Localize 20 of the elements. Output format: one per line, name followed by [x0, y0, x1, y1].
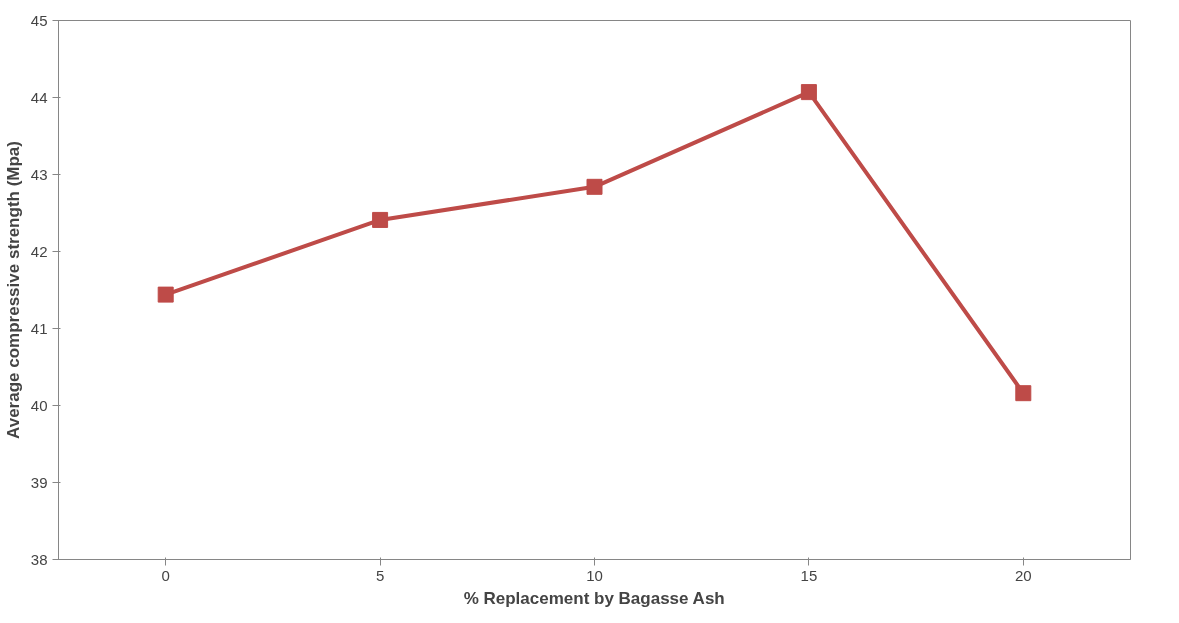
x-axis-title: % Replacement by Bagasse Ash [463, 588, 725, 608]
y-tick-label: 45 [30, 11, 48, 29]
x-tick-label: 10 [586, 566, 603, 584]
x-tick-label: 0 [161, 566, 170, 584]
point [372, 211, 389, 228]
point [586, 178, 603, 195]
x-tick-label: 20 [1014, 566, 1032, 584]
y-tick-label: 38 [30, 550, 48, 568]
point [157, 286, 174, 303]
x-tick-label: 15 [800, 566, 818, 584]
y-tick-label: 41 [30, 319, 48, 337]
y-tick-label: 44 [30, 88, 48, 106]
x-tick-label: 5 [375, 566, 385, 584]
point [800, 84, 817, 101]
y-tick-label: 39 [30, 473, 48, 491]
y-tick-label: 40 [30, 396, 48, 414]
y-tick-label: 43 [30, 165, 48, 183]
y-tick-label: 42 [30, 242, 48, 260]
point [1015, 385, 1032, 402]
y-axis-title: Average compressive strength (Mpa) [3, 141, 23, 439]
